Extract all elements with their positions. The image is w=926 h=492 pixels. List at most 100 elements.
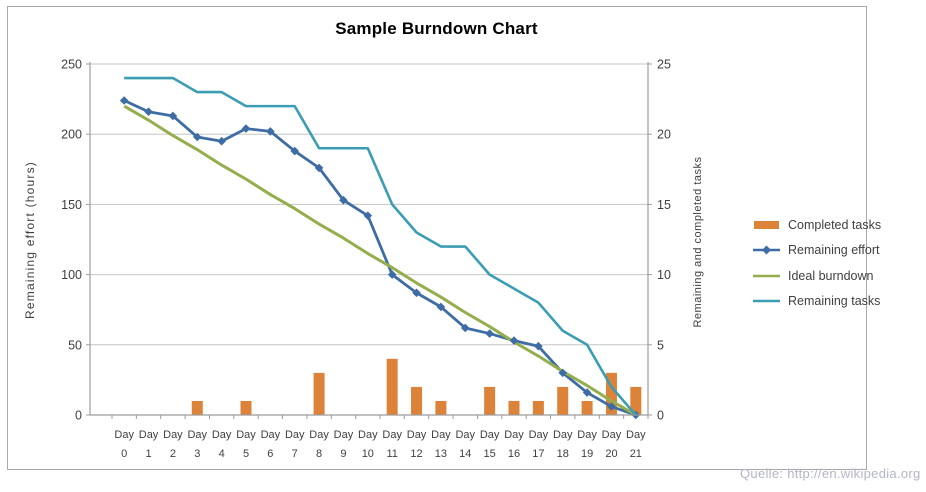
x-label-prefix-day-14: Day	[455, 429, 475, 441]
bar-day-3	[191, 400, 203, 415]
x-label-number-day-2: 2	[170, 448, 176, 460]
remaining-effort-marker-day-11	[387, 270, 397, 279]
left-axis-title: Remaining effort (hours)	[23, 161, 37, 319]
bar-day-8	[313, 372, 325, 415]
remaining-effort-marker-day-1	[144, 107, 153, 117]
legend-item-remaining-effort: Remaining effort	[753, 238, 881, 264]
x-label-number-day-10: 10	[362, 448, 374, 460]
legend-item-remaining-tasks: Remaining tasks	[753, 289, 881, 315]
x-label-prefix-day-8: Day	[309, 429, 329, 441]
x-label-prefix-day-7: Day	[285, 429, 305, 441]
right-axis-tick-label: 15	[657, 198, 671, 212]
ideal-burndown-swatch-icon	[753, 274, 780, 278]
remaining-effort-swatch-icon	[753, 245, 780, 255]
x-label-prefix-day-0: Day	[114, 429, 134, 441]
diamond-marker	[762, 245, 771, 255]
remaining-effort-marker-day-5	[241, 124, 251, 133]
x-label-prefix-day-18: Day	[553, 429, 573, 441]
right-axis-tick-label: 25	[657, 58, 671, 72]
x-label-prefix-day-15: Day	[480, 429, 500, 441]
x-label-number-day-13: 13	[435, 448, 447, 460]
x-label-prefix-day-4: Day	[212, 429, 232, 441]
right-axis-tick-label: 20	[657, 128, 671, 142]
remaining-effort-marker-day-18	[558, 368, 568, 378]
left-axis-tick-label: 100	[61, 268, 82, 282]
bar-day-19	[581, 400, 593, 415]
remaining-effort-line	[123, 99, 637, 417]
x-label-prefix-day-5: Day	[236, 429, 256, 441]
x-label-prefix-day-21: Day	[626, 429, 646, 441]
left-axis-tick-label: 200	[61, 128, 82, 142]
bar-day-15	[484, 386, 496, 415]
x-label-number-day-18: 18	[557, 448, 569, 460]
x-label-number-day-16: 16	[508, 448, 520, 460]
x-label-number-day-15: 15	[484, 448, 496, 460]
remaining-effort-marker-day-6	[266, 127, 275, 136]
bar-day-18	[557, 386, 569, 415]
bar-day-17	[532, 400, 544, 415]
bar-day-21	[630, 386, 642, 415]
legend-label-remaining-effort: Remaining effort	[788, 243, 880, 258]
left-axis-tick-label: 0	[75, 409, 82, 423]
remaining-effort-marker-day-12	[412, 288, 421, 298]
x-label-prefix-day-3: Day	[187, 429, 207, 441]
x-label-number-day-21: 21	[630, 448, 642, 460]
x-label-number-day-8: 8	[316, 448, 322, 460]
x-label-number-day-4: 4	[219, 448, 225, 460]
remaining-effort-marker-day-20	[607, 402, 616, 411]
remaining-effort-marker-day-2	[168, 111, 178, 121]
remaining-effort-marker-day-13	[436, 302, 446, 312]
x-label-prefix-day-6: Day	[261, 429, 281, 441]
x-label-number-day-17: 17	[532, 448, 544, 460]
x-label-number-day-12: 12	[410, 448, 422, 460]
remaining-effort-marker-day-10	[363, 211, 373, 220]
x-label-prefix-day-10: Day	[358, 429, 378, 441]
remaining-effort-marker-day-14	[460, 323, 470, 333]
x-label-prefix-day-13: Day	[431, 429, 451, 441]
chart-frame	[7, 6, 867, 470]
bar-day-12	[411, 386, 423, 415]
x-label-number-day-9: 9	[340, 448, 346, 460]
burndown-plot-svg: 0 50 100 150 200 250 0 5 10 15 20 25 Day 0 Day 1 Day 2 Day…	[23, 58, 704, 461]
remaining-tasks-swatch-icon	[753, 299, 780, 303]
legend-label-ideal-burndown: Ideal burndown	[788, 268, 874, 283]
chart-title: Sample Burndown Chart	[335, 19, 538, 38]
remaining-effort-marker-day-16	[509, 336, 519, 345]
left-axis-tick-label: 250	[61, 58, 82, 72]
remaining-effort-marker-day-19	[582, 388, 592, 397]
x-label-number-day-19: 19	[581, 448, 593, 460]
x-label-prefix-day-12: Day	[407, 429, 427, 441]
remaining-effort-marker-day-4	[217, 136, 226, 146]
bar-swatch	[754, 220, 779, 229]
remaining-tasks-line	[124, 76, 637, 416]
x-label-prefix-day-2: Day	[163, 429, 183, 441]
bar-day-16	[508, 400, 520, 415]
remaining-effort-marker-day-8	[314, 163, 324, 173]
legend: Completed tasks Remaining effort Ideal b…	[753, 212, 881, 314]
remaining-effort-marker-day-9	[339, 195, 348, 205]
remaining-effort-marker-day-3	[192, 132, 202, 142]
right-axis-tick-label: 0	[657, 409, 664, 423]
x-label-prefix-day-19: Day	[577, 429, 597, 441]
remaining-effort-marker-day-15	[485, 329, 494, 338]
x-label-prefix-day-1: Day	[139, 429, 159, 441]
legend-label-remaining-tasks: Remaining tasks	[788, 294, 881, 309]
right-axis-tick-label: 10	[657, 268, 671, 282]
x-label-number-day-5: 5	[243, 448, 249, 460]
bar-day-20	[605, 372, 617, 415]
bar-day-11	[386, 358, 398, 415]
remaining-effort-marker-day-17	[534, 341, 543, 351]
legend-item-ideal-burndown: Ideal burndown	[753, 263, 881, 289]
x-label-number-day-3: 3	[194, 448, 200, 460]
left-axis-tick-label: 150	[61, 198, 82, 212]
bar-day-5	[240, 400, 252, 415]
legend-item-completed-tasks: Completed tasks	[753, 212, 881, 238]
source-attribution: Quelle: http://en.wikipedia.org	[740, 466, 921, 481]
remaining-effort-marker-day-7	[290, 146, 300, 156]
right-axis-tick-label: 5	[657, 338, 664, 352]
x-label-number-day-6: 6	[267, 448, 273, 460]
remaining-effort-marker-day-0	[119, 96, 129, 105]
x-label-number-day-11: 11	[386, 448, 397, 460]
x-label-number-day-7: 7	[292, 448, 298, 460]
